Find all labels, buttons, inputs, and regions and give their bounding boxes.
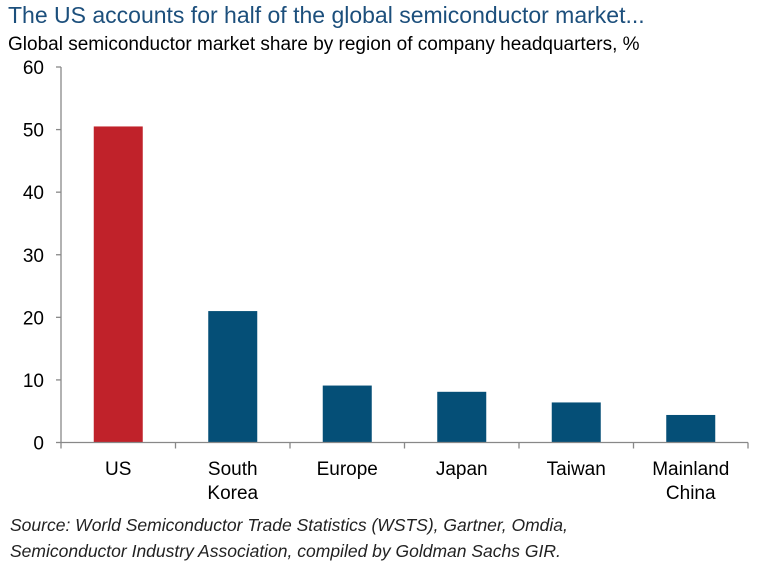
y-tick-label: 20: [23, 308, 44, 329]
bar-japan: [437, 391, 487, 443]
bar-south-korea: [208, 311, 258, 443]
x-tick-label: US: [105, 459, 131, 480]
chart-title: The US accounts for half of the global s…: [8, 2, 645, 28]
y-tick-label: 60: [23, 58, 44, 79]
bar-mainland-china: [666, 414, 716, 443]
y-tick-label: 0: [33, 434, 44, 455]
bar-us: [93, 126, 143, 443]
x-tick-label: South: [208, 459, 258, 480]
source-line-2: Semiconductor Industry Association, comp…: [10, 541, 561, 561]
bar-europe: [322, 385, 372, 443]
chart-subtitle: Global semiconductor market share by reg…: [8, 34, 640, 55]
x-tick-label: China: [666, 483, 716, 504]
x-tick-label: Taiwan: [547, 459, 606, 480]
y-tick-label: 30: [23, 246, 44, 267]
x-tick-label: Korea: [207, 483, 258, 504]
y-tick-label: 10: [23, 371, 44, 392]
x-tick-label: Mainland: [652, 459, 729, 480]
bar-taiwan: [551, 402, 601, 443]
x-tick-label: Europe: [317, 459, 378, 480]
source-note: Source: World Semiconductor Trade Statis…: [10, 512, 568, 564]
source-line-1: Source: World Semiconductor Trade Statis…: [10, 515, 568, 535]
x-tick-label: Japan: [436, 459, 488, 480]
y-tick-label: 50: [23, 121, 44, 142]
bar-chart: US South Korea Europe Japan Taiwan Mainland Chi…: [23, 58, 749, 504]
y-tick-label: 40: [23, 183, 44, 204]
